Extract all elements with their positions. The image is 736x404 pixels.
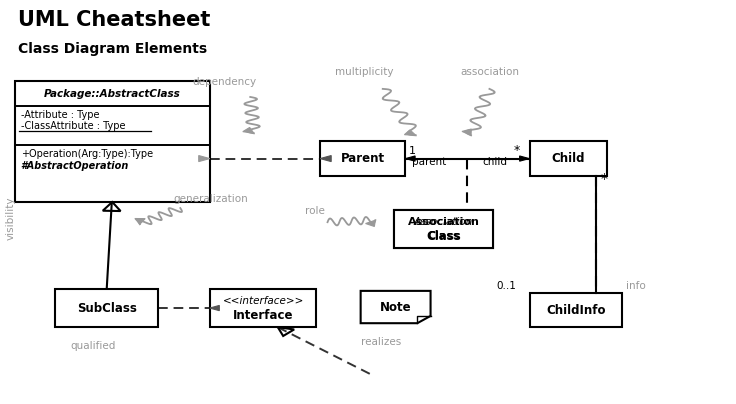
Text: #AbstractOperation: #AbstractOperation (21, 161, 129, 171)
Text: info: info (626, 281, 646, 291)
Text: role: role (305, 206, 325, 216)
Text: Interface: Interface (233, 309, 294, 322)
Text: Package::AbstractClass: Package::AbstractClass (44, 88, 180, 99)
Text: Parent: Parent (341, 152, 384, 165)
Text: association: association (460, 67, 519, 77)
FancyBboxPatch shape (530, 141, 607, 176)
Text: generalization: generalization (173, 194, 248, 204)
Text: Class Diagram Elements: Class Diagram Elements (18, 42, 208, 57)
Text: realizes: realizes (361, 337, 401, 347)
Polygon shape (406, 156, 415, 161)
Text: visibility: visibility (6, 196, 16, 240)
FancyBboxPatch shape (320, 141, 405, 176)
Polygon shape (135, 219, 145, 224)
Polygon shape (361, 291, 431, 323)
Text: 0..1: 0..1 (497, 281, 517, 291)
Text: ChildInfo: ChildInfo (546, 303, 606, 317)
Text: UML Cheatsheet: UML Cheatsheet (18, 10, 210, 30)
Polygon shape (199, 156, 210, 162)
Polygon shape (404, 130, 416, 135)
Polygon shape (320, 156, 331, 162)
Text: -ClassAttribute : Type: -ClassAttribute : Type (21, 122, 125, 131)
Text: <<interface>>: <<interface>> (222, 296, 304, 306)
Text: Class: Class (427, 231, 460, 241)
FancyBboxPatch shape (210, 289, 316, 327)
Text: multiplicity: multiplicity (335, 67, 394, 77)
Text: parent: parent (412, 157, 447, 167)
Text: Note: Note (380, 301, 411, 314)
Text: 1: 1 (409, 146, 417, 156)
Text: Class: Class (426, 230, 461, 243)
Text: dependency: dependency (192, 77, 257, 87)
FancyBboxPatch shape (394, 210, 493, 248)
Polygon shape (210, 305, 219, 311)
Text: qualified: qualified (70, 341, 116, 351)
FancyBboxPatch shape (55, 289, 158, 327)
Text: Association: Association (408, 217, 479, 227)
Text: child: child (482, 157, 507, 167)
Text: +Operation(Arg:Type):Type: +Operation(Arg:Type):Type (21, 149, 153, 159)
Polygon shape (243, 127, 254, 133)
Polygon shape (462, 129, 471, 135)
Polygon shape (520, 156, 529, 161)
Text: *: * (601, 172, 608, 186)
FancyBboxPatch shape (394, 210, 493, 248)
Polygon shape (366, 220, 375, 227)
Text: -Attribute : Type: -Attribute : Type (21, 110, 99, 120)
Text: Association: Association (414, 217, 473, 227)
Text: SubClass: SubClass (77, 301, 137, 315)
FancyBboxPatch shape (15, 81, 210, 202)
FancyBboxPatch shape (530, 293, 622, 327)
Text: Child: Child (552, 152, 585, 165)
Text: *: * (514, 144, 520, 157)
